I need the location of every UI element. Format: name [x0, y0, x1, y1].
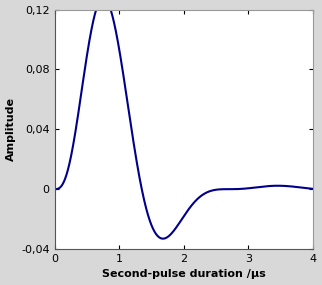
X-axis label: Second-pulse duration /μs: Second-pulse duration /μs	[102, 269, 266, 280]
Y-axis label: Amplitude: Amplitude	[5, 97, 15, 161]
